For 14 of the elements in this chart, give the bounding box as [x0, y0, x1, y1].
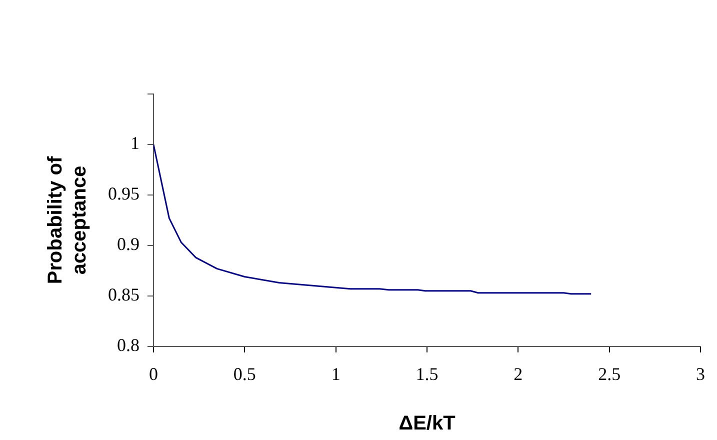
- y-tick-label: 0.9: [117, 234, 140, 254]
- x-axis-title: ΔE/kT: [398, 412, 456, 435]
- y-tick-label: 0.95: [108, 184, 140, 204]
- x-tick-label: 2: [514, 364, 523, 384]
- x-tick-label: 0: [149, 364, 158, 384]
- y-axis-title: Probability of acceptance: [44, 156, 91, 284]
- x-tick-label: 1.5: [416, 364, 438, 384]
- y-tick-label: 1: [130, 133, 140, 154]
- x-tick-label: 1: [331, 364, 340, 384]
- y-tick-label: 0.85: [108, 284, 140, 305]
- y-tick-label: 0.8: [117, 335, 140, 356]
- x-tick-label: 3: [696, 364, 705, 384]
- x-tick-label: 0.5: [233, 364, 256, 384]
- x-tick-label: 2.5: [598, 364, 621, 384]
